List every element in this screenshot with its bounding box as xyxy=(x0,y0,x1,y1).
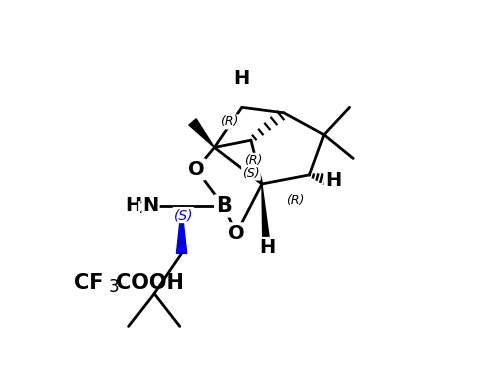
Text: N: N xyxy=(143,197,159,215)
Text: (R): (R) xyxy=(286,194,304,207)
Polygon shape xyxy=(177,206,187,254)
Text: H: H xyxy=(325,171,341,190)
Text: COOH: COOH xyxy=(116,273,184,293)
Text: (R): (R) xyxy=(243,154,262,167)
Text: H: H xyxy=(125,197,141,215)
Text: B: B xyxy=(216,196,231,216)
Polygon shape xyxy=(189,119,215,148)
Text: 3: 3 xyxy=(108,278,119,296)
Text: (R): (R) xyxy=(220,116,238,128)
Text: O: O xyxy=(228,224,245,243)
Text: 2: 2 xyxy=(138,201,148,216)
Text: CF: CF xyxy=(74,273,103,293)
Text: H: H xyxy=(233,68,249,88)
Polygon shape xyxy=(262,184,272,257)
Text: O: O xyxy=(188,160,204,179)
Text: H: H xyxy=(259,238,276,257)
Text: (S): (S) xyxy=(242,167,260,180)
Text: (S): (S) xyxy=(174,208,193,222)
